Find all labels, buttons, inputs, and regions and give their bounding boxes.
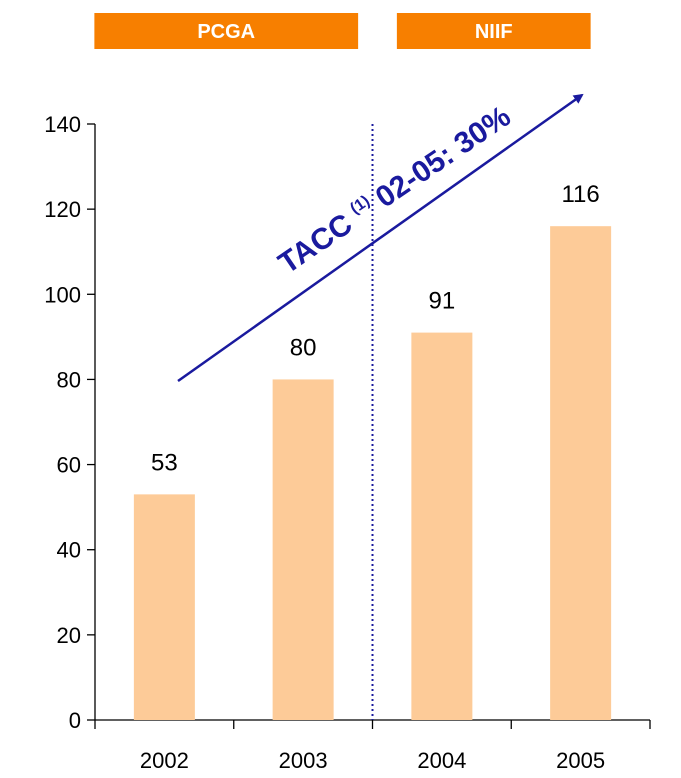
y-tick-label: 0 bbox=[69, 708, 81, 733]
x-axis-ticks: 2002 2003 2004 2005 bbox=[94, 720, 651, 773]
standard-box-niif bbox=[396, 13, 591, 49]
data-label-2003: 80 bbox=[290, 334, 317, 361]
y-tick-label: 140 bbox=[44, 112, 81, 137]
cagr-prefix: TACC bbox=[273, 203, 366, 281]
standard-label-niif: NIIF bbox=[475, 21, 513, 43]
standard-box-pcga bbox=[94, 13, 359, 49]
bar-2004 bbox=[411, 332, 473, 720]
cagr-value: 02-05: 30% bbox=[363, 100, 517, 219]
y-tick-label: 120 bbox=[44, 197, 81, 222]
bar-2003 bbox=[272, 379, 334, 720]
data-label-2002: 53 bbox=[151, 449, 178, 476]
x-tick-label: 2003 bbox=[279, 748, 328, 773]
data-label-2004: 91 bbox=[429, 288, 456, 315]
x-tick-label: 2005 bbox=[556, 748, 605, 773]
bar-2002 bbox=[133, 494, 195, 720]
bars bbox=[133, 226, 612, 720]
y-tick-label: 20 bbox=[57, 623, 81, 648]
cagr-annotation: TACC (1) 02-05: 30% bbox=[273, 100, 517, 280]
data-labels: 53 80 91 116 bbox=[151, 181, 600, 476]
growth-trend-arrow bbox=[177, 93, 584, 383]
x-tick-label: 2002 bbox=[140, 748, 189, 773]
standard-label-pcga: PCGA bbox=[197, 21, 255, 43]
accounting-standard-headers: PCGA NIIF bbox=[94, 13, 591, 49]
y-tick-label: 80 bbox=[57, 367, 81, 392]
x-tick-label: 2004 bbox=[417, 748, 466, 773]
y-tick-label: 40 bbox=[57, 538, 81, 563]
y-tick-label: 100 bbox=[44, 282, 81, 307]
y-tick-label: 60 bbox=[57, 453, 81, 478]
y-axis-ticks: 0 20 40 60 80 100 120 140 bbox=[44, 112, 95, 733]
bar-2005 bbox=[550, 226, 612, 720]
data-label-2005: 116 bbox=[561, 181, 599, 208]
